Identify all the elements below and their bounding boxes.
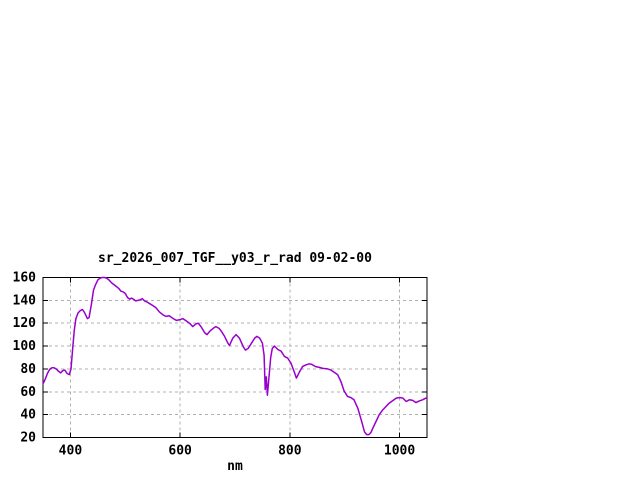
x-tick-label: 600 — [168, 444, 192, 459]
y-tick-label: 140 — [13, 293, 37, 308]
x-tick-label: 1000 — [384, 444, 415, 459]
plot-border — [42, 277, 428, 438]
plot-area: 400 600 800 1000 20 40 60 80 100 120 140 160 — [13, 271, 428, 459]
y-tick-label: 120 — [13, 316, 37, 331]
y-tick-label: 80 — [20, 362, 36, 377]
y-tick-label: 20 — [20, 431, 36, 446]
y-tick-label: 100 — [13, 339, 37, 354]
spectrum-curve — [42, 276, 428, 436]
y-tick-label: 160 — [13, 271, 37, 286]
x-tick-label: 400 — [59, 444, 83, 459]
x-tick-label: 800 — [278, 444, 302, 459]
y-tick-label: 60 — [20, 385, 36, 400]
chart-title: sr_2026_007_TGF__y03_r_rad 09-02-00 — [98, 251, 372, 266]
x-axis-label: nm — [227, 459, 243, 474]
y-tick-label: 40 — [20, 408, 36, 423]
